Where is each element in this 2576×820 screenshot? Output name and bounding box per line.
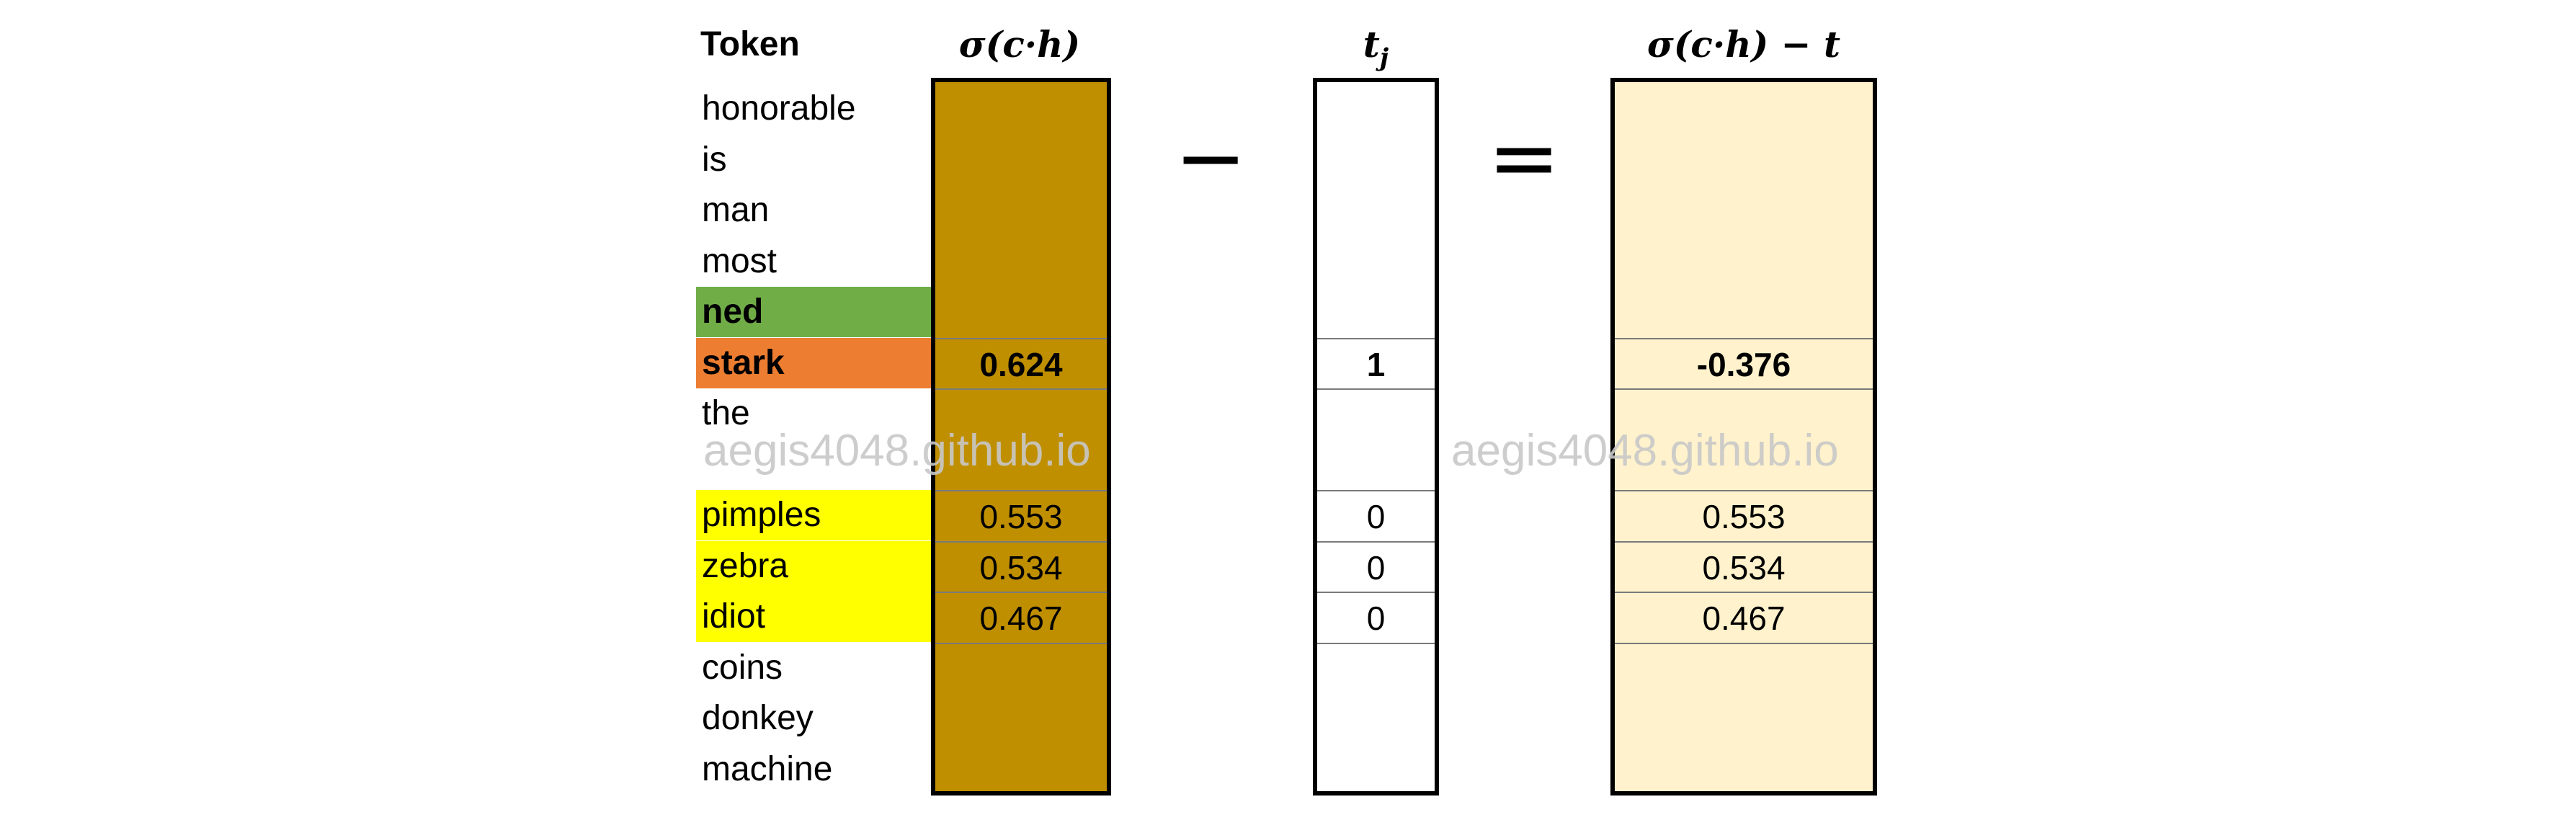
difference-value-cell: -0.376	[1696, 345, 1791, 383]
token-row: the	[702, 394, 750, 432]
token-header: Token	[700, 25, 800, 63]
target-value-cell: 1	[1366, 345, 1386, 383]
sigmoid-value-cell: 0.467	[979, 600, 1063, 637]
target-column	[1313, 78, 1439, 796]
minus-operator: −	[1174, 108, 1247, 208]
watermark-right: aegis4048.github.io	[1451, 426, 1839, 476]
row-divider	[1615, 337, 1873, 339]
row-divider	[935, 592, 1107, 593]
target-header-text: t	[1363, 23, 1380, 66]
token-row: is	[702, 140, 727, 179]
sigmoid-value-cell: 0.624	[979, 345, 1063, 383]
difference-column	[1610, 78, 1877, 796]
watermark-left: aegis4048.github.io	[703, 426, 1091, 476]
target-header-subscript: j	[1379, 43, 1389, 72]
target-value-cell: 0	[1366, 498, 1386, 535]
difference-header: σ(c·h) − t	[1610, 19, 1877, 71]
difference-value-cell: 0.534	[1702, 548, 1786, 587]
row-divider	[935, 388, 1107, 390]
token-row: stark	[696, 337, 931, 388]
sigmoid-value-cell: 0.553	[979, 498, 1063, 535]
token-row: idiot	[696, 592, 931, 642]
row-divider	[1317, 592, 1435, 593]
target-value-cell: 0	[1366, 600, 1386, 637]
token-row: ned	[696, 287, 931, 337]
row-divider	[935, 642, 1107, 644]
difference-value-cell: 0.467	[1702, 600, 1786, 637]
token-row: pimples	[696, 490, 931, 540]
row-divider	[935, 540, 1107, 543]
difference-header-text: σ(c·h) − t	[1646, 23, 1841, 66]
row-divider	[1615, 642, 1873, 644]
sigmoid-header-text: σ(c·h)	[958, 23, 1081, 66]
token-row: man	[702, 191, 770, 229]
row-divider	[1317, 540, 1435, 543]
token-row: zebra	[696, 540, 931, 592]
token-row: coins	[702, 648, 783, 687]
row-divider	[1317, 337, 1435, 339]
row-divider	[1317, 490, 1435, 491]
row-divider	[1317, 388, 1435, 390]
sigmoid-value-cell: 0.534	[979, 548, 1063, 587]
token-row: donkey	[702, 699, 814, 737]
sigmoid-column	[931, 78, 1111, 796]
row-divider	[1615, 490, 1873, 491]
sigmoid-header: σ(c·h)	[930, 19, 1110, 71]
target-header: tj	[1313, 19, 1439, 72]
row-divider	[1317, 642, 1435, 644]
target-value-cell: 0	[1366, 548, 1386, 587]
row-divider	[1615, 388, 1873, 390]
row-divider	[935, 490, 1107, 491]
equals-operator: =	[1487, 108, 1561, 208]
difference-value-cell: 0.553	[1702, 498, 1786, 535]
row-divider	[935, 337, 1107, 339]
row-divider	[1615, 592, 1873, 593]
token-row: machine	[702, 749, 833, 788]
token-row: most	[702, 241, 777, 280]
row-divider	[1615, 540, 1873, 543]
token-row: honorable	[702, 89, 856, 128]
